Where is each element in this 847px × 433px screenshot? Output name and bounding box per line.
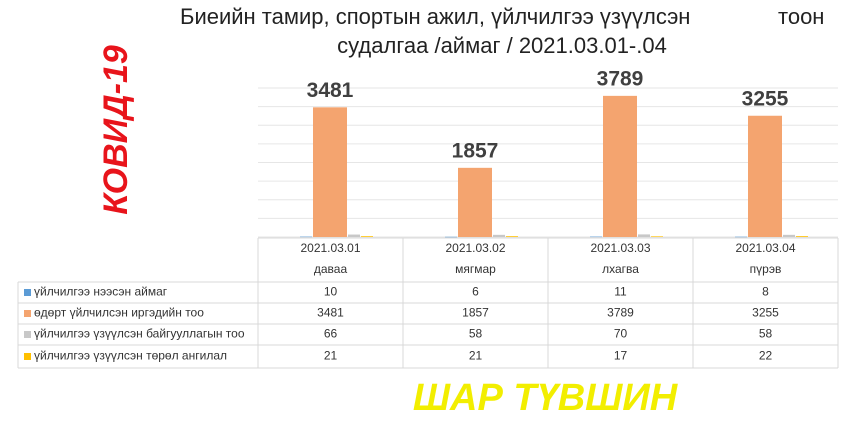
table-value: 21 [324, 349, 338, 363]
x-tick-label: 2021.03.02 [445, 241, 505, 255]
legend-key [24, 310, 31, 317]
table-value: 58 [469, 327, 483, 341]
bar [638, 234, 650, 237]
bar [445, 236, 457, 238]
table-value: 22 [759, 349, 773, 363]
table-value: 8 [762, 285, 769, 299]
legend-key [24, 289, 31, 296]
bar [651, 236, 663, 237]
table-value: 1857 [462, 306, 489, 320]
bar [783, 234, 795, 237]
table-value: 6 [472, 285, 479, 299]
table-value: 3789 [607, 306, 634, 320]
table-value: 10 [324, 285, 338, 299]
bar [603, 95, 637, 238]
bar [458, 167, 492, 237]
x-tick-sublabel: лхагва [602, 262, 639, 276]
table-value: 66 [324, 327, 338, 341]
bar [796, 236, 808, 237]
legend-label: үйлчилгээ үзүүлсэн байгууллагын тоо [34, 327, 245, 341]
bar [361, 236, 373, 237]
bar [590, 236, 602, 238]
side-label: КОВИД-19 [97, 45, 135, 215]
legend-label: өдөрт үйлчилсэн иргэдийн тоо [34, 306, 204, 320]
x-tick-label: 2021.03.04 [735, 241, 795, 255]
data-label: 1857 [452, 139, 499, 162]
table-value: 21 [469, 349, 483, 363]
x-tick-label: 2021.03.03 [590, 241, 650, 255]
data-label: 3255 [742, 87, 789, 110]
bar [735, 236, 747, 238]
bar [348, 234, 360, 237]
chart-title: Биеийн тамир, спортын ажил, үйлчилгээ үз… [180, 4, 690, 29]
legend-key [24, 331, 31, 338]
x-tick-label: 2021.03.01 [300, 241, 360, 255]
chart-title: судалгаа /аймаг / 2021.03.01-.04 [337, 33, 667, 58]
table-value: 58 [759, 327, 773, 341]
table-value: 17 [614, 349, 628, 363]
table-value: 3481 [317, 306, 344, 320]
table-value: 3255 [752, 306, 779, 320]
data-label: 3789 [597, 67, 644, 90]
table-value: 70 [614, 327, 628, 341]
bar [493, 234, 505, 237]
legend-label: үйлчилгээ үзүүлсэн төрөл ангилал [34, 349, 227, 363]
bar [506, 236, 518, 237]
footer-label: ШАР ТҮВШИН [413, 377, 679, 419]
chart-title: тоон [778, 4, 824, 29]
legend-label: үйлчилгээ нээсэн аймаг [34, 285, 168, 299]
x-tick-sublabel: мягмар [455, 262, 496, 276]
bar [313, 107, 347, 237]
data-label: 3481 [307, 79, 354, 102]
bar [748, 115, 782, 237]
legend-key [24, 353, 31, 360]
bar [300, 236, 312, 238]
table-value: 11 [614, 285, 627, 299]
x-tick-sublabel: даваа [314, 262, 348, 276]
x-tick-sublabel: пүрэв [750, 262, 782, 276]
